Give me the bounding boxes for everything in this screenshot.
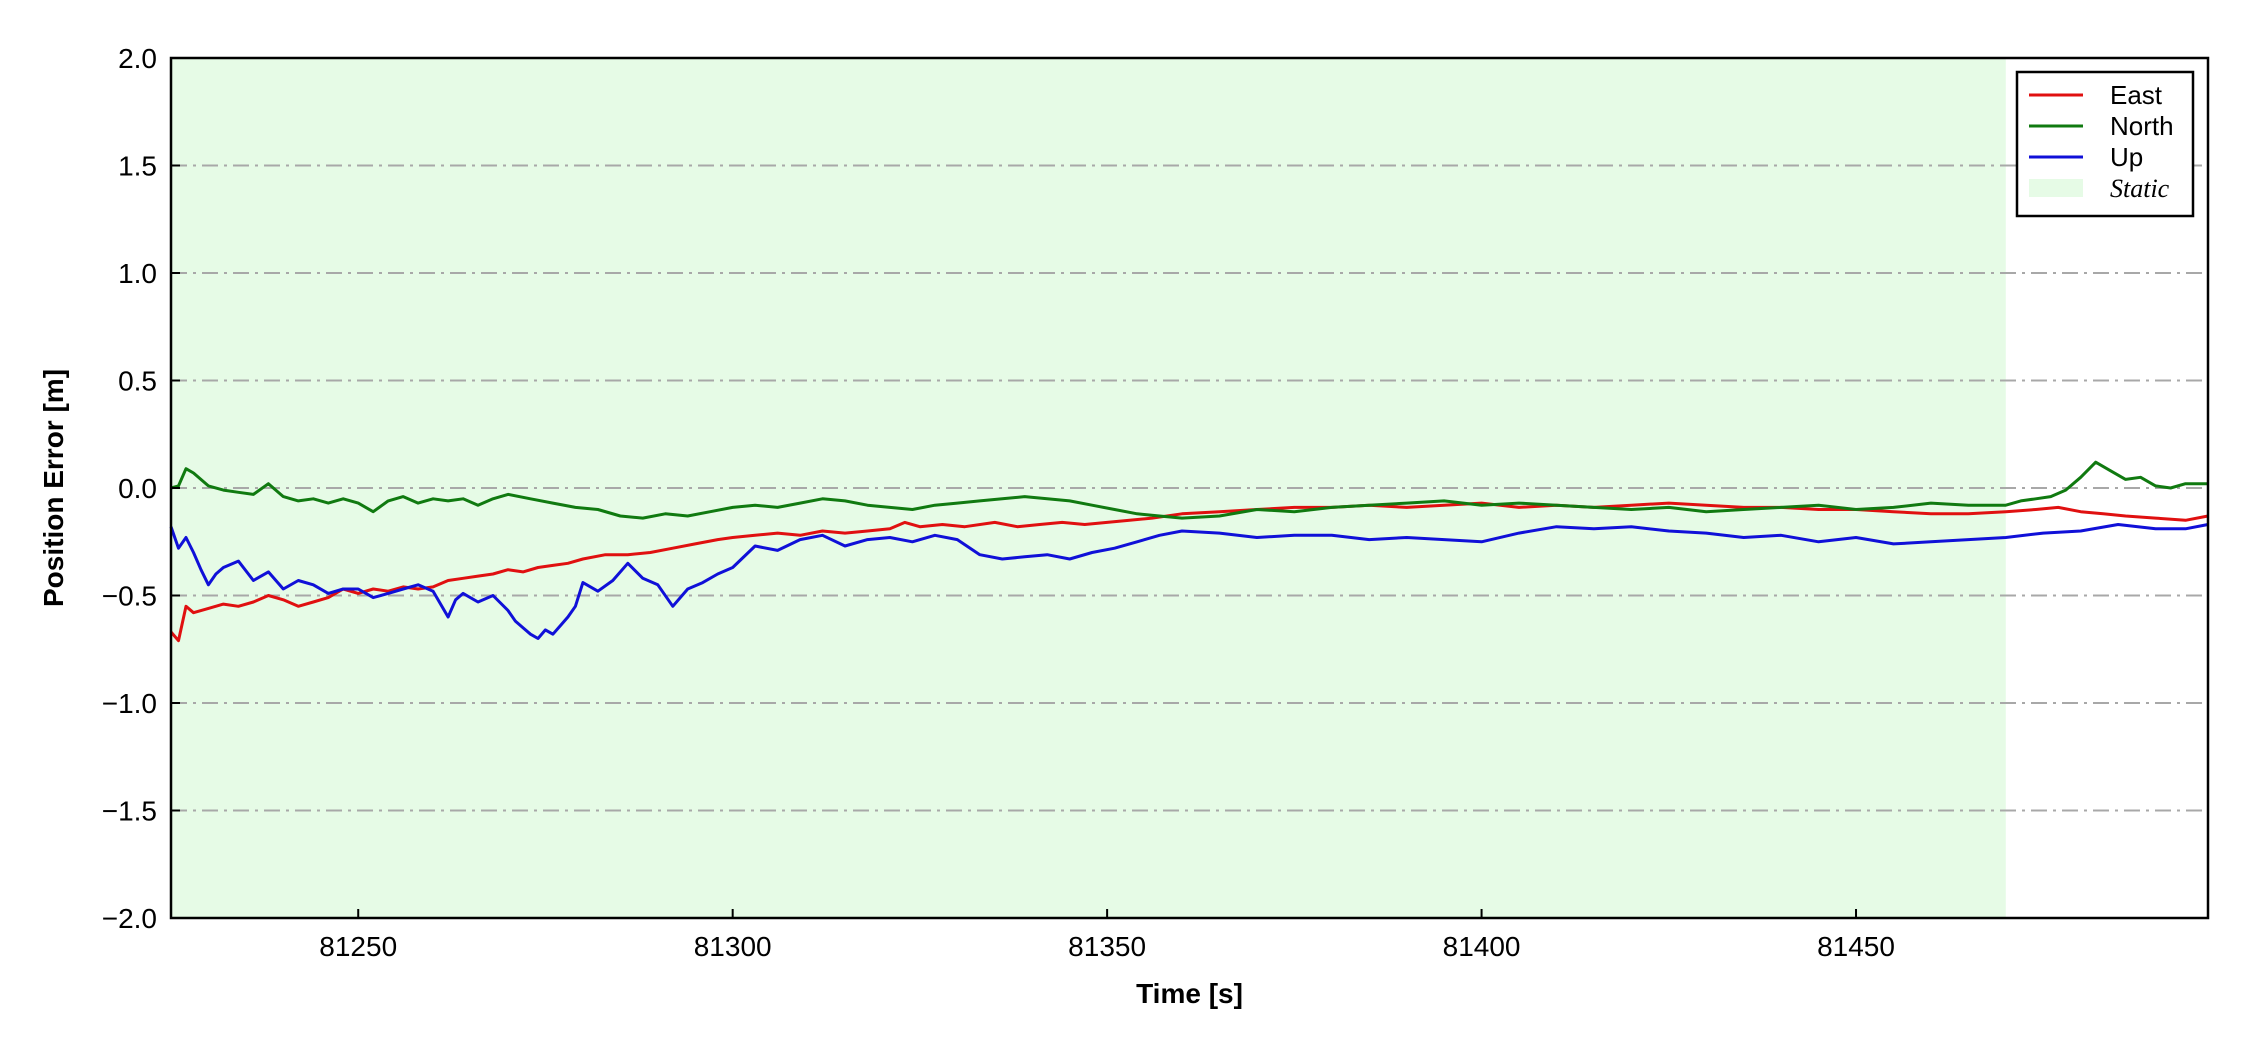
- x-axis-title: Time [s]: [1136, 978, 1243, 1009]
- y-tick-label: −1.0: [102, 688, 157, 719]
- x-tick-label: 81250: [319, 931, 397, 962]
- legend-label-static: Static: [2110, 174, 2170, 203]
- y-tick-label: −0.5: [102, 581, 157, 612]
- grid-lines: [171, 164, 2208, 812]
- x-tick-label: 81350: [1068, 931, 1146, 962]
- axis-ticks: [171, 57, 1858, 919]
- x-tick-label: 81400: [1443, 931, 1521, 962]
- y-tick-label: 1.0: [118, 258, 157, 289]
- legend-label-east: East: [2110, 80, 2163, 110]
- y-tick-label: −2.0: [102, 903, 157, 934]
- y-tick-label: 1.5: [118, 151, 157, 182]
- series-line-up: [169, 523, 2209, 640]
- y-tick-label: −1.5: [102, 796, 157, 827]
- y-axis-title: Position Error [m]: [38, 369, 69, 607]
- y-tick-label: 0.5: [118, 366, 157, 397]
- legend-label-north: North: [2110, 111, 2174, 141]
- axis-tick-labels: 81250 81300 81350 81400 81450 2.0 1.5 1.0 0.5 0.0…: [102, 43, 1895, 962]
- y-tick-label: 2.0: [118, 43, 157, 74]
- x-tick-label: 81300: [694, 931, 772, 962]
- series-lines: [169, 460, 2209, 643]
- x-tick-label: 81450: [1817, 931, 1895, 962]
- legend-swatch-static: [2029, 179, 2083, 197]
- series-line-north: [170, 460, 2208, 520]
- legend: East North Up Static: [2015, 70, 2195, 218]
- y-tick-label: 0.0: [118, 473, 157, 504]
- legend-label-up: Up: [2110, 142, 2143, 172]
